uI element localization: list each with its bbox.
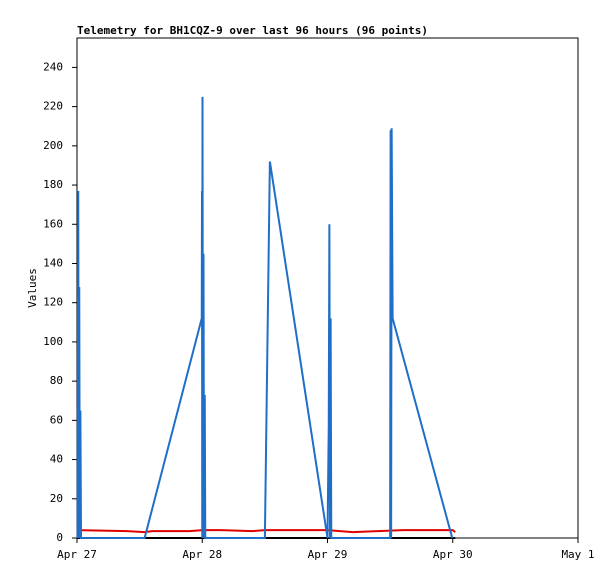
y-tick-label: 80 xyxy=(50,374,63,387)
y-axis-label: Values xyxy=(26,268,39,308)
x-tick-label: Apr 28 xyxy=(182,548,222,561)
y-tick-label: 140 xyxy=(43,256,63,269)
y-tick-label: 120 xyxy=(43,296,63,309)
y-tick-label: 180 xyxy=(43,178,63,191)
series-line xyxy=(76,96,454,539)
x-tick-label: May 1 xyxy=(561,548,594,561)
y-tick-label: 200 xyxy=(43,139,63,152)
x-tick-label: Apr 27 xyxy=(57,548,97,561)
x-tick-label: Apr 30 xyxy=(433,548,473,561)
y-tick-label: 60 xyxy=(50,413,63,426)
y-tick-label: 0 xyxy=(56,531,63,544)
y-tick-label: 100 xyxy=(43,335,63,348)
x-tick-label: Apr 29 xyxy=(308,548,348,561)
y-tick-label: 20 xyxy=(50,492,63,505)
y-tick-label: 160 xyxy=(43,217,63,230)
y-tick-label: 220 xyxy=(43,100,63,113)
chart-title: Telemetry for BH1CQZ-9 over last 96 hour… xyxy=(77,24,428,37)
y-tick-label: 240 xyxy=(43,60,63,73)
y-tick-label: 40 xyxy=(50,453,63,466)
